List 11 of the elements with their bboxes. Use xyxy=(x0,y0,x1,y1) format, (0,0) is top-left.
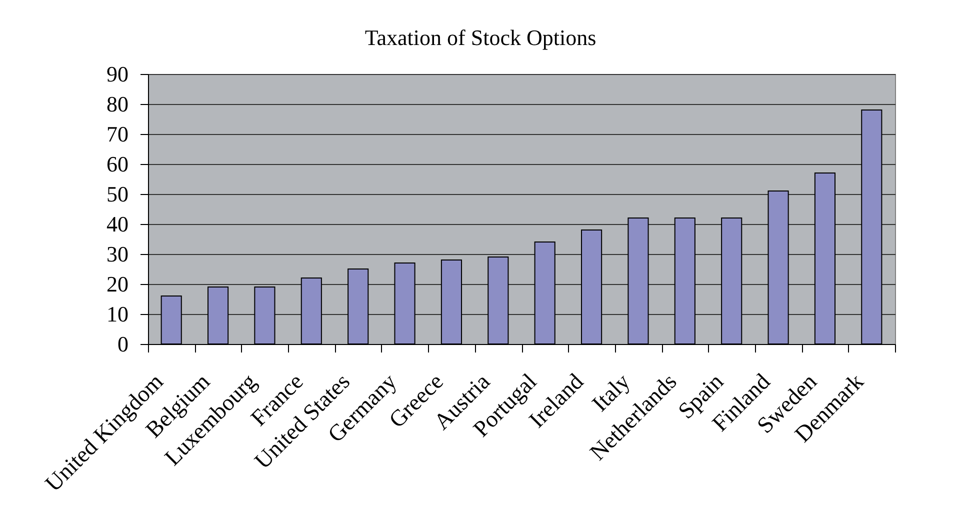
y-tick-label: 50 xyxy=(106,182,128,206)
y-tick-label: 60 xyxy=(106,152,128,176)
y-tick-label: 90 xyxy=(106,62,128,86)
chart-title: Taxation of Stock Options xyxy=(364,25,596,50)
y-tick-label: 20 xyxy=(106,272,128,296)
y-tick-label: 80 xyxy=(106,92,128,116)
y-tick-label: 10 xyxy=(106,302,128,326)
y-tick-label: 30 xyxy=(106,242,128,266)
y-tick-label: 40 xyxy=(106,212,128,236)
y-tick-label: 0 xyxy=(118,332,128,356)
y-tick-label: 70 xyxy=(106,122,128,146)
